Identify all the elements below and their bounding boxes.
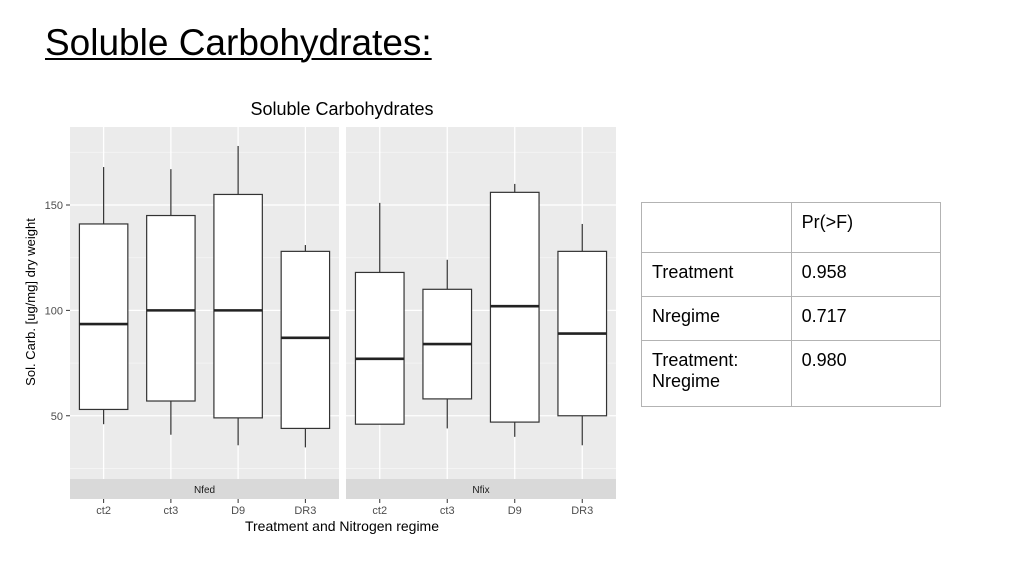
- box-iqr: [280, 250, 331, 430]
- anova-term-line: Treatment:: [652, 350, 739, 370]
- anova-header-term: [641, 202, 792, 253]
- y-tick-label: 100: [45, 305, 63, 317]
- anova-row: Treatment 0.958: [641, 252, 942, 297]
- slide-title: Soluble Carbohydrates:: [45, 22, 432, 63]
- box-nfed-ct2: [78, 167, 129, 425]
- y-axis-label: Sol. Carb. [ug/mg] dry weight: [23, 218, 38, 386]
- y-tick-label: 150: [45, 200, 63, 212]
- x-tick-label: D9: [231, 505, 245, 517]
- facet-panels: 50 100 150 Nfed ct2 ct3 D9 DR3 Nfix ct2 ct3 D9 DR3: [45, 127, 616, 517]
- x-tick-label: ct3: [440, 505, 455, 517]
- box-nfix-ct2: [354, 202, 405, 425]
- x-tick-label: ct2: [372, 505, 387, 517]
- anova-p-value: 0.980: [790, 340, 942, 407]
- box-nfix-ct3: [422, 259, 473, 429]
- y-tick-label: 50: [51, 411, 63, 423]
- anova-row: Nregime 0.717: [641, 296, 942, 341]
- x-tick-label: D9: [508, 505, 522, 517]
- box-nfed-d9: [213, 145, 263, 446]
- anova-p-value: 0.958: [790, 252, 942, 297]
- x-tick-label: DR3: [294, 505, 316, 517]
- anova-p-value: 0.717: [790, 296, 942, 341]
- anova-term: Treatment: [641, 252, 792, 297]
- anova-header-p: Pr(>F): [790, 202, 942, 253]
- x-tick-label: ct2: [96, 505, 111, 517]
- box-nfix-d9: [489, 183, 540, 437]
- anova-term: Nregime: [641, 296, 792, 341]
- x-tick-label: ct3: [164, 505, 179, 517]
- facet-strip-nfix: [346, 479, 616, 499]
- box-iqr: [213, 193, 263, 419]
- anova-header-row: Pr(>F): [641, 202, 942, 253]
- chart-title: Soluble Carbohydrates: [250, 99, 433, 119]
- anova-row: Treatment: Nregime 0.980: [641, 340, 942, 407]
- box-iqr: [146, 214, 196, 402]
- box-nfed-ct3: [146, 169, 196, 435]
- box-nfix-dr3: [557, 223, 608, 446]
- facet-strip-label: Nfix: [472, 485, 489, 496]
- anova-term-line: Nregime: [652, 371, 721, 391]
- facet-strip-label: Nfed: [194, 485, 215, 496]
- box-iqr: [78, 223, 129, 411]
- anova-table: Pr(>F) Treatment 0.958 Nregime 0.717 Tre…: [641, 202, 942, 407]
- x-tick-label: DR3: [571, 505, 593, 517]
- facet-strip-nfed: [70, 479, 339, 499]
- x-axis-label: Treatment and Nitrogen regime: [245, 518, 439, 534]
- anova-term: Treatment: Nregime: [641, 340, 792, 407]
- box-iqr: [354, 271, 405, 425]
- box-nfed-dr3: [280, 245, 331, 448]
